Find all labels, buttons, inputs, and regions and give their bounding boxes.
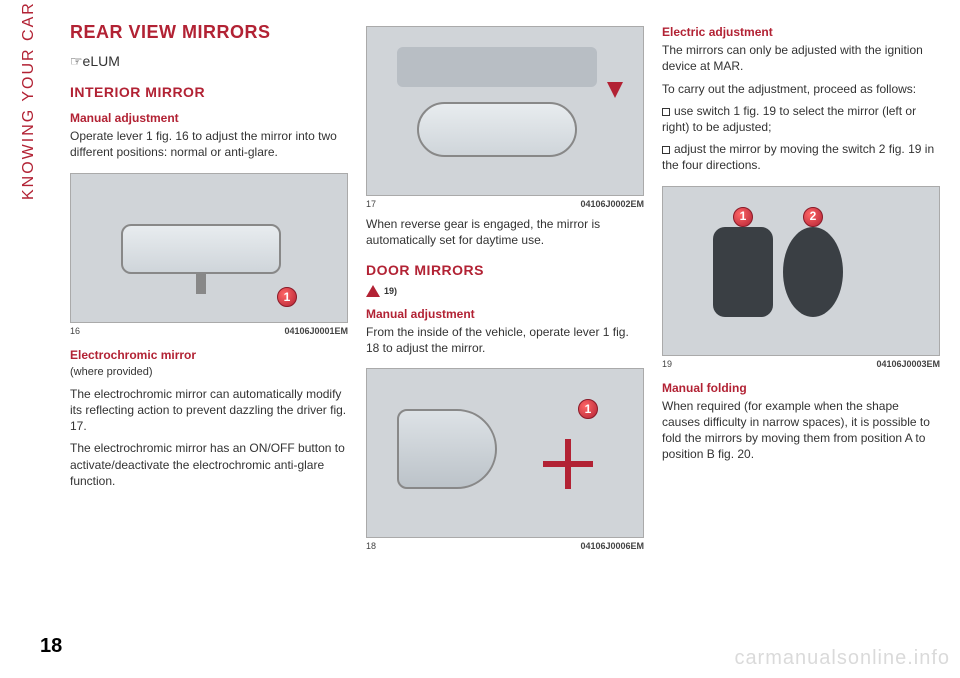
door-mirrors-title: DOOR MIRRORS [366, 261, 644, 280]
manual-folding-title: Manual folding [662, 380, 940, 396]
bullet-item: adjust the mirror by moving the switch 2… [662, 141, 940, 173]
electrochromic-title: Electrochromic mirror [70, 347, 348, 363]
column-2: 17 04106J0002EM When reverse gear is eng… [366, 20, 644, 640]
figure-19-caption: 19 04106J0003EM [662, 356, 940, 376]
callout-1: 1 [578, 399, 598, 419]
page-number: 18 [40, 635, 62, 658]
figure-16-caption: 16 04106J0001EM [70, 323, 348, 343]
figure-number: 18 [366, 540, 376, 552]
paragraph: From the inside of the vehicle, operate … [366, 324, 644, 356]
paragraph: To carry out the adjustment, proceed as … [662, 81, 940, 97]
bullet-text: adjust the mirror by moving the switch 2… [662, 142, 934, 172]
callout-1: 1 [277, 287, 297, 307]
interior-mirror-title: INTERIOR MIRROR [70, 83, 348, 102]
door-mirror-illustration [397, 409, 497, 489]
bullet-item: use switch 1 fig. 19 to select the mirro… [662, 103, 940, 135]
figure-16: 1 [70, 173, 348, 323]
figure-code: 04106J0002EM [580, 198, 644, 210]
paragraph: The mirrors can only be adjusted with th… [662, 42, 940, 74]
paragraph: When reverse gear is engaged, the mirror… [366, 216, 644, 248]
overhead-console [397, 47, 597, 87]
manual-adjustment-title: Manual adjustment [70, 110, 348, 126]
figure-code: 04106J0001EM [284, 325, 348, 337]
bullet-text: use switch 1 fig. 19 to select the mirro… [662, 104, 916, 134]
column-3: Electric adjustment The mirrors can only… [662, 20, 940, 640]
arrow-icon [607, 82, 623, 98]
mirror-illustration [121, 224, 281, 274]
callout-2: 2 [803, 207, 823, 227]
figure-code: 04106J0006EM [580, 540, 644, 552]
reference-icon: ☞eLUM [70, 52, 348, 71]
figure-number: 16 [70, 325, 80, 337]
paragraph: When required (for example when the shap… [662, 398, 940, 463]
figure-19: 1 2 [662, 186, 940, 356]
page-content: REAR VIEW MIRRORS ☞eLUM INTERIOR MIRROR … [70, 20, 940, 640]
section-tab: KNOWING YOUR CAR [20, 1, 38, 200]
figure-17-caption: 17 04106J0002EM [366, 196, 644, 216]
mirror-illustration [417, 102, 577, 157]
bullet-icon [662, 108, 670, 116]
switch-dial [783, 227, 843, 317]
electric-adjustment-title: Electric adjustment [662, 24, 940, 40]
paragraph: The electrochromic mirror can automatica… [70, 386, 348, 435]
figure-number: 17 [366, 198, 376, 210]
switch-panel [713, 227, 773, 317]
callout-1: 1 [733, 207, 753, 227]
where-provided-note: (where provided) [70, 365, 348, 380]
manual-adjustment-title: Manual adjustment [366, 306, 644, 322]
figure-18: 1 [366, 368, 644, 538]
paragraph: Operate lever 1 fig. 16 to adjust the mi… [70, 128, 348, 160]
mirror-stem [196, 274, 206, 294]
warning-icon [366, 285, 380, 297]
bullet-icon [662, 146, 670, 154]
figure-number: 19 [662, 358, 672, 370]
watermark: carmanualsonline.info [734, 647, 950, 670]
figure-18-caption: 18 04106J0006EM [366, 538, 644, 558]
warning-label: 19) [384, 285, 397, 297]
figure-code: 04106J0003EM [876, 358, 940, 370]
column-1: REAR VIEW MIRRORS ☞eLUM INTERIOR MIRROR … [70, 20, 348, 640]
warning-reference: 19) [366, 285, 644, 297]
main-title: REAR VIEW MIRRORS [70, 20, 348, 44]
paragraph: The electrochromic mirror has an ON/OFF … [70, 440, 348, 489]
figure-17 [366, 26, 644, 196]
direction-arrows [543, 439, 593, 489]
